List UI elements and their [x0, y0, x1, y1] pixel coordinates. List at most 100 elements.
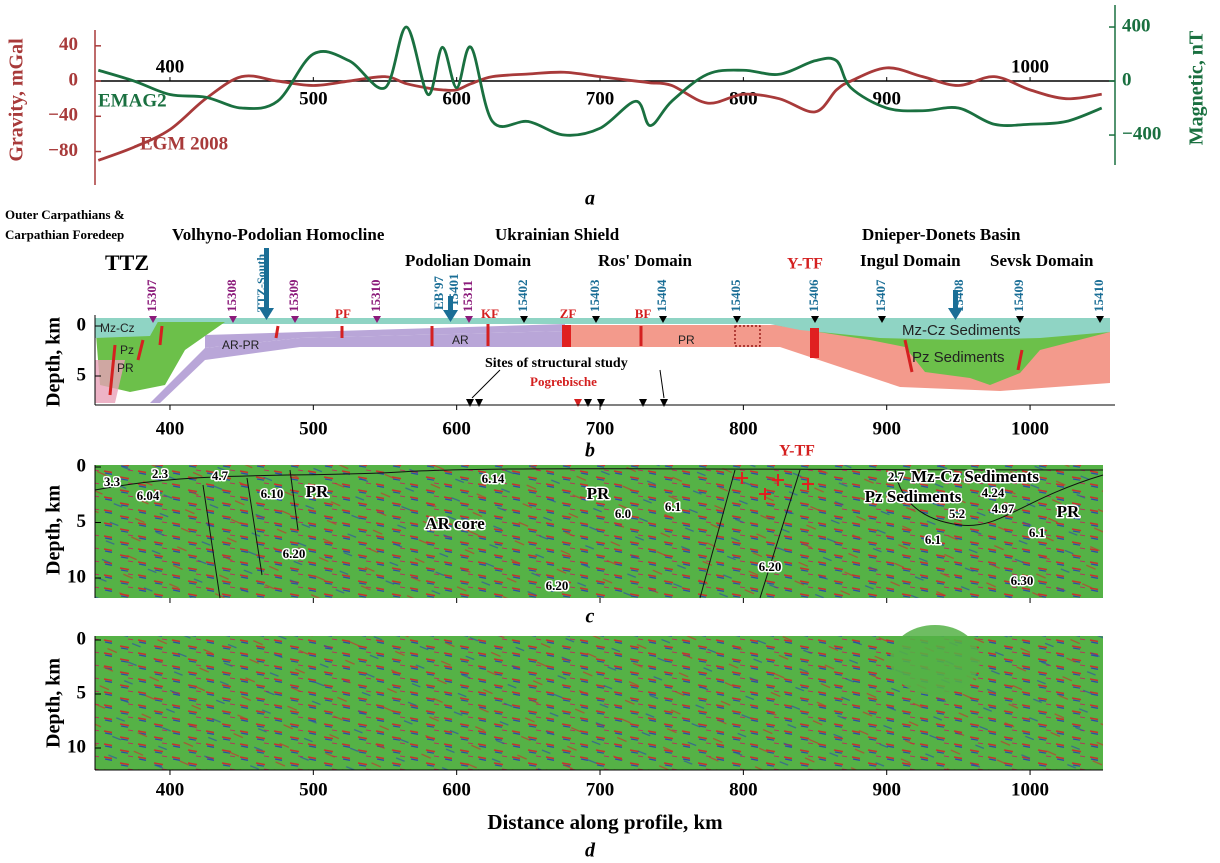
y-axis-title: Depth, km	[43, 658, 65, 748]
x-tick-label: 500	[299, 88, 328, 109]
x-tick-label: 600	[442, 779, 471, 800]
pogrebische-triangle	[574, 399, 582, 407]
y-tick-label: 5	[77, 364, 87, 385]
panel-label: d	[585, 840, 596, 862]
unit-label: Mz-Cz	[100, 321, 135, 335]
station-label: 15402	[515, 280, 530, 313]
y-tick-label: −40	[48, 105, 78, 126]
section-annotation: Pz Sediments	[865, 487, 962, 506]
station-label: 15406	[806, 279, 821, 312]
unit-label: Mz-Cz Sediments	[902, 322, 1020, 339]
section-annotation: PR	[1057, 502, 1080, 521]
region-label: Carpathian Foredeep	[5, 227, 124, 242]
section-annotation: 5.2	[949, 506, 965, 521]
x-tick-label: 1000	[1011, 56, 1049, 77]
y-tick-label: 5	[77, 511, 87, 532]
region-label: Ukrainian Shield	[495, 225, 620, 244]
station-label: 15404	[654, 279, 669, 312]
x-tick-label: 1000	[1011, 779, 1049, 800]
section-annotation: PR	[587, 484, 610, 503]
unit-label: AR	[452, 333, 469, 347]
section-annotation: Mz-Cz Sediments	[911, 467, 1039, 486]
unit-label: PR	[678, 333, 695, 347]
y-tick-label: 0	[69, 69, 79, 90]
y-axis-title: Depth, km	[43, 485, 65, 575]
section-annotation: 3.3	[104, 474, 121, 489]
y2-tick-label: 400	[1122, 15, 1151, 36]
station-label: 15405	[728, 279, 743, 312]
figure: a b c d Distance along profile, km −80−4…	[0, 0, 1220, 863]
station-label: 15409	[1011, 279, 1026, 312]
section-annotation: 4.7	[212, 468, 229, 483]
section-annotation: 6.0	[615, 506, 631, 521]
ytf-label: Y-TF	[779, 443, 815, 460]
section-annotation: 4.24	[982, 485, 1005, 500]
y-tick-label: 0	[77, 628, 87, 649]
x-tick-label: 700	[586, 779, 615, 800]
y2-tick-label: −400	[1122, 123, 1161, 144]
quiet-zone	[890, 625, 980, 695]
y-tick-label: 40	[59, 34, 78, 55]
x-tick-label: 500	[299, 418, 328, 439]
y-axis-title: Gravity, mGal	[6, 38, 28, 162]
x-tick-label: 800	[729, 88, 758, 109]
y-tick-label: 5	[77, 682, 87, 703]
panel-label: a	[585, 188, 595, 210]
y-tick-label: 0	[77, 314, 87, 335]
section-annotation: 6.1	[665, 499, 681, 514]
zf-zone	[562, 325, 571, 347]
region-label: Volhyno-Podolian Homocline	[172, 225, 385, 244]
ttz-label: TTZ	[105, 250, 149, 275]
section-annotation: 6.14	[482, 471, 505, 486]
sites-label: Sites of structural study	[485, 356, 628, 371]
seismic-d	[95, 625, 1103, 770]
region-label: Dnieper-Donets Basin	[862, 225, 1021, 244]
section-annotation: AR core	[425, 514, 485, 533]
station-label: 15311	[460, 280, 475, 312]
section-annotation: 2.7	[888, 469, 905, 484]
x-tick-label: 700	[586, 88, 615, 109]
station-label: 15310	[368, 280, 383, 313]
domain-label: Ros' Domain	[598, 251, 693, 270]
station-label: 15307	[144, 279, 159, 312]
fault-label: BF	[635, 306, 652, 321]
ytf-label: Y-TF	[787, 256, 823, 273]
fault-label: ZF	[560, 306, 577, 321]
section-annotation: 6.10	[261, 486, 284, 501]
station-label: 15401	[446, 274, 461, 307]
ytf-zone	[810, 328, 819, 358]
y-axis-title: Depth, km	[43, 317, 65, 407]
intrusion	[735, 326, 760, 346]
x-tick-label: 400	[156, 418, 185, 439]
y-tick-label: 10	[67, 566, 86, 587]
x-tick-label: 900	[872, 418, 901, 439]
series-label: EMAG2	[98, 90, 167, 111]
section-annotation: 6.20	[759, 559, 782, 574]
fault-label: PF	[335, 306, 351, 321]
station-label: 15408	[951, 279, 966, 312]
x-tick-label: 1000	[1011, 418, 1049, 439]
y-tick-label: 0	[77, 455, 87, 476]
y2-axis-title: Magnetic, nT	[1186, 30, 1208, 145]
y-tick-label: −80	[48, 140, 78, 161]
fault-label: KF	[481, 306, 499, 321]
station-label: 15308	[224, 279, 239, 312]
y2-tick-label: 0	[1122, 69, 1132, 90]
domain-label: Sevsk Domain	[990, 251, 1094, 270]
station-label: 15407	[873, 279, 888, 312]
x-tick-label: 900	[872, 88, 901, 109]
station-label: 15403	[587, 279, 602, 312]
region-label: Outer Carpathians &	[5, 207, 125, 222]
section-annotation: 6.20	[546, 578, 569, 593]
eb97-label: EB'97	[431, 276, 446, 310]
x-tick-label: 800	[729, 779, 758, 800]
section-annotation: 6.30	[1011, 573, 1034, 588]
station-label: 15309	[286, 279, 301, 312]
pogrebische-label: Pogrebische	[530, 374, 597, 389]
domain-label: Podolian Domain	[405, 251, 532, 270]
x-tick-label: 900	[872, 779, 901, 800]
unit-label: Pz Sediments	[912, 349, 1005, 366]
x-axis-title: Distance along profile, km	[487, 810, 723, 834]
site-triangles	[466, 399, 668, 407]
panel-label: b	[585, 440, 595, 462]
